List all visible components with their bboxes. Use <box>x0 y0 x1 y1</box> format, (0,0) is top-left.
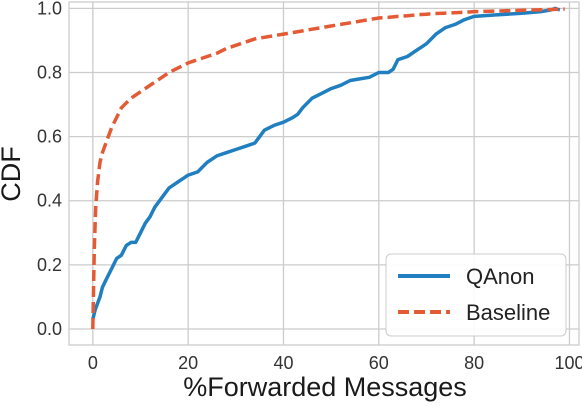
x-tick-label: 20 <box>178 353 198 373</box>
y-tick-label: 0.0 <box>37 319 62 339</box>
x-tick-label: 80 <box>464 353 484 373</box>
series-lines <box>91 6 565 330</box>
legend: QAnon Baseline <box>385 253 567 337</box>
y-tick-label: 0.2 <box>37 255 62 275</box>
y-tick-label: 0.8 <box>37 63 62 83</box>
plot-border <box>68 1 580 346</box>
series-line-qanon <box>91 6 561 320</box>
x-tick-labels: 0 20 40 60 80 100 <box>88 353 582 373</box>
legend-label-qanon: QAnon <box>466 264 535 289</box>
x-axis-label: %Forwarded Messages <box>183 372 467 402</box>
x-tick-label: 40 <box>273 353 293 373</box>
y-tick-label: 0.4 <box>37 191 62 211</box>
x-tick-label: 100 <box>554 353 582 373</box>
x-tick-label: 0 <box>88 353 98 373</box>
y-tick-labels: 0.0 0.2 0.4 0.6 0.8 1.0 <box>37 0 62 339</box>
grid-lines <box>69 2 579 345</box>
x-tick-label: 60 <box>369 353 389 373</box>
legend-label-baseline: Baseline <box>466 300 550 325</box>
plot-frame <box>68 1 580 346</box>
y-tick-label: 1.0 <box>37 0 62 18</box>
y-axis-label: CDF <box>0 146 26 202</box>
series-line-baseline <box>91 7 565 330</box>
y-tick-label: 0.6 <box>37 127 62 147</box>
